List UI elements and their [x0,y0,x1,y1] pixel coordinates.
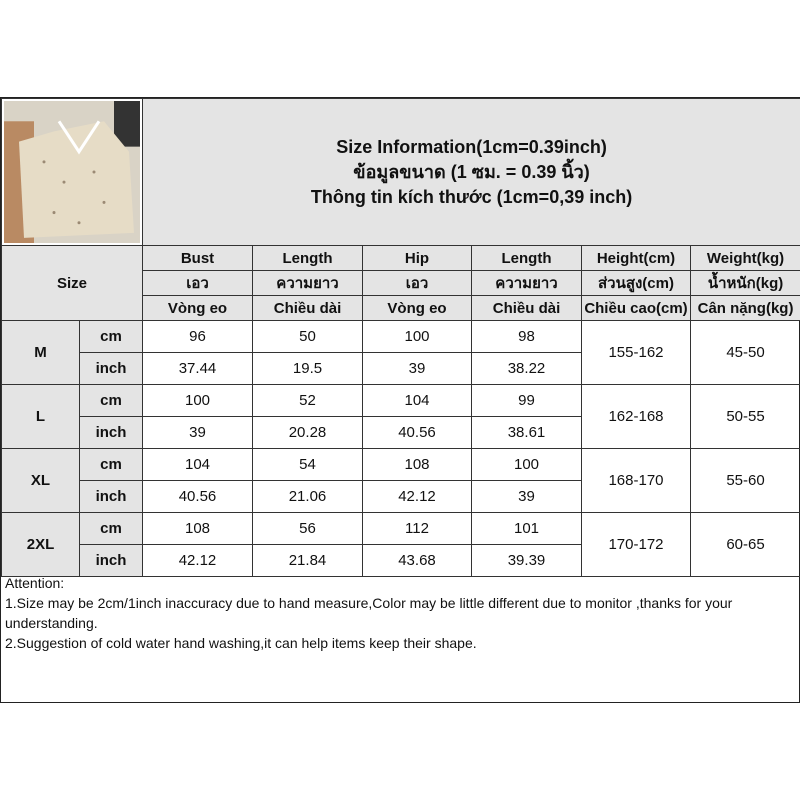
size-label: 2XL [1,512,80,577]
measurement-cell: 39 [471,480,582,513]
size-label: L [1,384,80,449]
title-en: Size Information(1cm=0.39inch) [336,136,607,157]
measurement-cell: 21.06 [252,480,363,513]
measurement-cell: 19.5 [252,352,363,385]
column-header-en: Bust [142,245,253,271]
measurement-cell: 38.22 [471,352,582,385]
table-row: inch 42.12 21.84 43.68 39.39 [2,544,800,577]
measurement-cell: 42.12 [362,480,472,513]
measurement-cell: 43.68 [362,544,472,577]
height-cell: 170-172 [581,512,691,577]
table-row: 2XL cm 108 56 112 101 170-172 60-65 [1,512,800,577]
unit-label: cm [79,512,143,545]
unit-label: cm [79,384,143,417]
unit-label: inch [79,480,143,513]
column-header-en: Length [252,245,363,271]
unit-label: cm [79,320,143,353]
measurement-cell: 37.44 [142,352,253,385]
measurement-cell: 104 [362,384,472,417]
title-vi: Thông tin kích thước (1cm=0,39 inch) [310,186,633,207]
table-row: XL cm 104 54 108 100 168-170 55-60 [1,448,800,513]
measurement-cell: 100 [362,320,472,353]
column-header-en: Length [471,245,582,271]
measurement-cell: 98 [471,320,582,353]
unit-label: cm [79,448,143,481]
weight-cell: 55-60 [689,448,800,513]
column-header-vi: Chiều cao(cm) [581,295,691,321]
column-header-en: Height(cm) [581,245,691,271]
measurement-cell: 52 [252,384,363,417]
measurement-cell: 42.12 [142,544,253,577]
height-cell: 162-168 [581,384,691,449]
size-label: M [1,320,80,385]
measurement-cell: 56 [252,512,363,545]
column-header-th: ความยาว [252,270,363,296]
height-cell: 155-162 [581,320,691,385]
unit-label: inch [79,544,143,577]
header-row-vi: Vòng eo Chiều dài Vòng eo Chiều dài Chiều ca… [2,295,800,321]
measurement-cell: 101 [471,512,582,545]
attention-heading: Attention: [5,575,65,591]
height-cell: 168-170 [581,448,691,513]
column-header-th: ความยาว [471,270,582,296]
table-row: inch 37.44 19.5 39 38.22 [2,352,800,385]
weight-cell: 50-55 [689,384,800,449]
measurement-cell: 100 [142,384,253,417]
column-header-vi: Vòng eo [142,295,253,321]
measurement-cell: 54 [252,448,363,481]
column-header-th: ส่วนสูง(cm) [581,270,691,296]
column-header-th: เอว [362,270,472,296]
product-photo-cell [1,98,143,246]
measurement-cell: 39 [362,352,472,385]
measurement-cell: 99 [471,384,582,417]
weight-cell: 60-65 [689,512,800,577]
header-row-th: เอว ความยาว เอว ความยาว ส่วนสูง(cm) น้ำหนัก(k… [2,270,800,296]
column-header-vi: Cân nặng(kg) [689,295,800,321]
header-row-en: Size Bust Length Hip Length Height(cm) Weight(… [1,245,800,321]
measurement-cell: 50 [252,320,363,353]
measurement-cell: 104 [142,448,253,481]
measurement-cell: 21.84 [252,544,363,577]
measurement-cell: 96 [142,320,253,353]
weight-cell: 45-50 [689,320,800,385]
measurement-cell: 20.28 [252,416,363,449]
size-chart: Size Information(1cm=0.39inch) ข้อมูลขนา… [0,97,800,703]
attention-notes: Attention: 1.Size may be 2cm/1inch inacc… [1,573,799,702]
measurement-cell: 38.61 [471,416,582,449]
column-header-th: เอว [142,270,253,296]
column-header-vi: Chiều dài [471,295,582,321]
column-header-en: Weight(kg) [689,245,800,271]
measurement-cell: 112 [362,512,472,545]
unit-label: inch [79,352,143,385]
measurement-cell: 40.56 [362,416,472,449]
measurement-cell: 108 [362,448,472,481]
measurement-cell: 100 [471,448,582,481]
attention-note-2: 2.Suggestion of cold water hand washing,… [5,635,477,651]
title-cell: Size Information(1cm=0.39inch) ข้อมูลขนา… [141,98,800,246]
column-header-vi: Vòng eo [362,295,472,321]
product-photo [4,101,140,243]
measurement-cell: 108 [142,512,253,545]
size-header: Size [1,245,143,321]
measurement-cell: 40.56 [142,480,253,513]
column-header-vi: Chiều dài [252,295,363,321]
title-th: ข้อมูลขนาด (1 ซม. = 0.39 นิ้ว) [353,161,590,182]
size-label: XL [1,448,80,513]
attention-note-1: 1.Size may be 2cm/1inch inaccuracy due t… [5,595,733,631]
size-table: Size Information(1cm=0.39inch) ข้อมูลขนา… [1,98,800,577]
column-header-th: น้ำหนัก(kg) [689,270,800,296]
column-header-en: Hip [362,245,472,271]
unit-label: inch [79,416,143,449]
measurement-cell: 39 [142,416,253,449]
measurement-cell: 39.39 [471,544,582,577]
